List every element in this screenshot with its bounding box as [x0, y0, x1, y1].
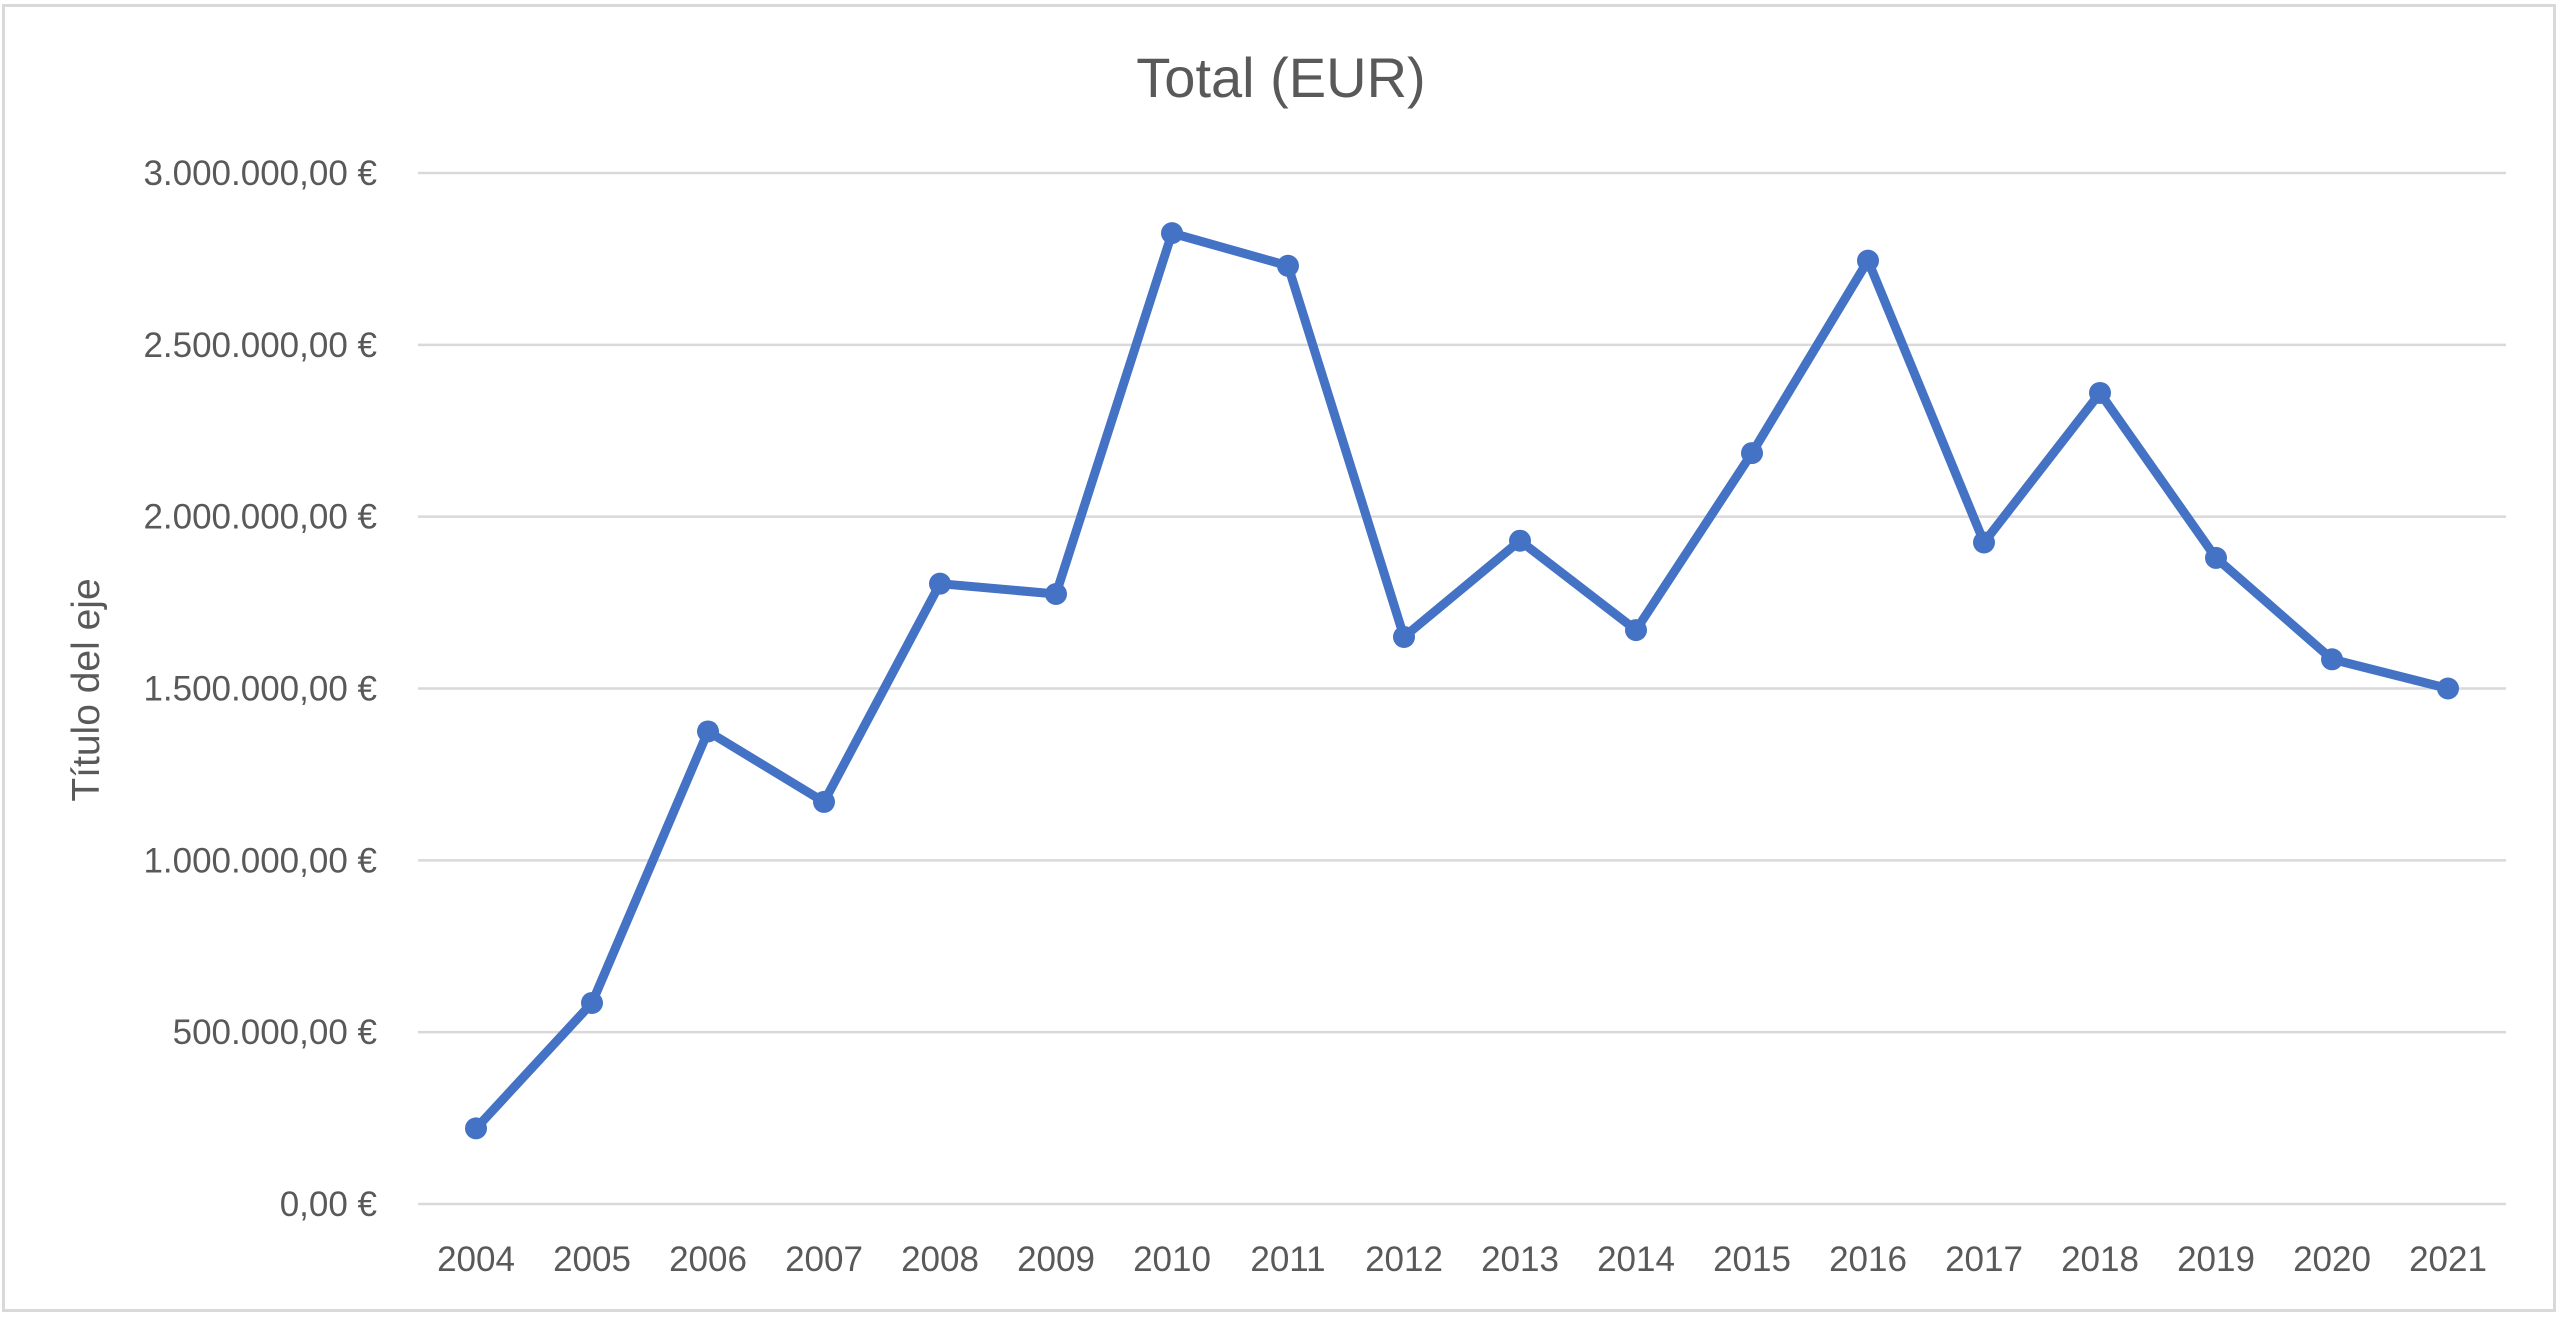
- data-point: [2205, 546, 2227, 569]
- y-tick-label: 1.500.000,00 €: [143, 670, 377, 709]
- data-point: [581, 991, 603, 1014]
- y-tick-label: 2.000.000,00 €: [143, 498, 377, 537]
- x-tick-label: 2020: [2293, 1240, 2371, 1279]
- y-axis-title: Título del eje: [65, 578, 108, 801]
- data-point: [929, 572, 951, 595]
- x-tick-label: 2012: [1365, 1240, 1443, 1279]
- y-tick-label: 0,00 €: [280, 1185, 377, 1224]
- x-tick-label: 2010: [1133, 1240, 1211, 1279]
- data-point: [2089, 381, 2111, 404]
- data-point: [1277, 254, 1299, 277]
- x-axis-ticks: 2004 2005 2006 2007 2008 2009 2010 2011 2012 2013…: [437, 1240, 2487, 1279]
- data-point: [1973, 531, 1995, 554]
- y-tick-label: 1.000.000,00 €: [143, 841, 377, 880]
- x-tick-label: 2021: [2409, 1240, 2487, 1279]
- x-tick-label: 2011: [1250, 1240, 1325, 1279]
- x-tick-label: 2013: [1481, 1240, 1559, 1279]
- x-tick-label: 2006: [669, 1240, 747, 1279]
- x-tick-label: 2007: [785, 1240, 863, 1279]
- data-point: [2437, 677, 2459, 700]
- chart-area: [2, 4, 2556, 1312]
- data-point: [1161, 222, 1183, 245]
- data-point: [1857, 249, 1879, 272]
- data-point: [1045, 582, 1067, 605]
- gridlines: [418, 171, 2506, 1206]
- x-tick-label: 2008: [901, 1240, 979, 1279]
- x-tick-label: 2009: [1017, 1240, 1095, 1279]
- x-tick-label: 2015: [1713, 1240, 1791, 1279]
- x-tick-label: 2005: [553, 1240, 631, 1279]
- plot-series: [465, 222, 2459, 1140]
- data-point: [1625, 619, 1647, 642]
- data-point: [697, 720, 719, 743]
- y-axis-ticks: 0,00 € 500.000,00 € 1.000.000,00 € 1.500.00…: [143, 154, 377, 1224]
- data-point: [1509, 529, 1531, 552]
- data-point: [813, 790, 835, 813]
- x-tick-label: 2014: [1597, 1240, 1675, 1279]
- x-tick-label: 2018: [2061, 1240, 2139, 1279]
- chart-title: Total (EUR): [1136, 46, 1425, 109]
- data-point: [1741, 442, 1763, 465]
- series-line: [471, 228, 2453, 1133]
- data-point: [2321, 648, 2343, 671]
- x-tick-label: 2016: [1829, 1240, 1907, 1279]
- x-tick-label: 2019: [2177, 1240, 2255, 1279]
- y-tick-label: 500.000,00 €: [173, 1013, 377, 1052]
- x-tick-label: 2004: [437, 1240, 515, 1279]
- data-point: [465, 1117, 487, 1140]
- data-point: [1393, 625, 1415, 648]
- x-tick-label: 2017: [1945, 1240, 2023, 1279]
- y-tick-label: 2.500.000,00 €: [143, 326, 377, 365]
- y-tick-label: 3.000.000,00 €: [143, 154, 377, 193]
